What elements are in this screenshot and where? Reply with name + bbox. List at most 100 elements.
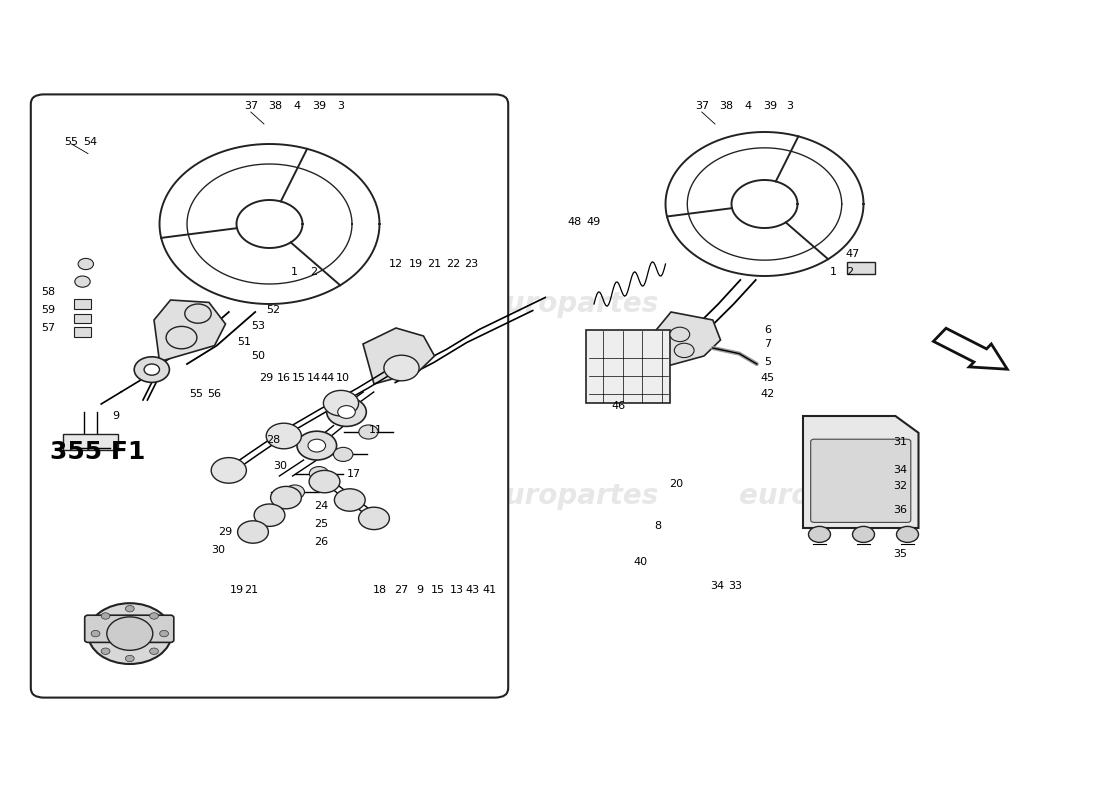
FancyBboxPatch shape <box>811 439 911 522</box>
Text: 29: 29 <box>219 527 232 537</box>
Polygon shape <box>803 416 918 528</box>
Text: 38: 38 <box>719 102 733 111</box>
Text: 23: 23 <box>464 259 477 269</box>
Text: 15: 15 <box>293 374 306 383</box>
Circle shape <box>211 458 246 483</box>
Circle shape <box>101 613 110 619</box>
Polygon shape <box>654 312 720 368</box>
Text: 34: 34 <box>711 581 724 590</box>
Text: 59: 59 <box>42 306 55 315</box>
Text: 48: 48 <box>568 218 581 227</box>
Circle shape <box>78 258 94 270</box>
Text: 17: 17 <box>348 469 361 478</box>
Text: 37: 37 <box>244 102 257 111</box>
Text: europartes: europartes <box>739 482 911 510</box>
Circle shape <box>359 425 378 439</box>
Circle shape <box>333 447 353 462</box>
Circle shape <box>323 390 359 416</box>
Text: 27: 27 <box>395 586 408 595</box>
Circle shape <box>88 603 172 664</box>
Circle shape <box>238 521 268 543</box>
Circle shape <box>896 526 918 542</box>
Circle shape <box>125 606 134 612</box>
Text: 46: 46 <box>612 402 625 411</box>
FancyBboxPatch shape <box>31 94 508 698</box>
Text: 25: 25 <box>315 519 328 529</box>
Circle shape <box>670 327 690 342</box>
Text: 53: 53 <box>252 322 265 331</box>
Text: 22: 22 <box>447 259 460 269</box>
Text: 4: 4 <box>294 102 300 111</box>
Text: 14: 14 <box>307 374 320 383</box>
Circle shape <box>271 486 301 509</box>
Text: 55: 55 <box>189 389 202 398</box>
Circle shape <box>285 485 305 499</box>
Circle shape <box>308 439 326 452</box>
Circle shape <box>297 431 337 460</box>
Circle shape <box>334 489 365 511</box>
Circle shape <box>160 630 168 637</box>
Text: 57: 57 <box>42 323 55 333</box>
Circle shape <box>808 526 830 542</box>
Text: 41: 41 <box>483 586 496 595</box>
Circle shape <box>327 398 366 426</box>
Text: 34: 34 <box>893 466 906 475</box>
Text: 51: 51 <box>238 338 251 347</box>
Polygon shape <box>63 434 118 450</box>
Text: 39: 39 <box>763 102 777 111</box>
Text: 8: 8 <box>654 522 661 531</box>
Text: 21: 21 <box>244 586 257 595</box>
Text: 28: 28 <box>266 435 279 445</box>
Text: 355 F1: 355 F1 <box>50 440 145 464</box>
Circle shape <box>254 504 285 526</box>
Text: 29: 29 <box>260 374 273 383</box>
Text: 55: 55 <box>65 138 78 147</box>
Circle shape <box>150 613 158 619</box>
Text: 19: 19 <box>230 586 243 595</box>
Text: 7: 7 <box>764 339 771 349</box>
Circle shape <box>75 276 90 287</box>
Polygon shape <box>934 328 1008 370</box>
Circle shape <box>338 406 355 418</box>
Text: europartes: europartes <box>156 482 328 510</box>
Text: 40: 40 <box>634 557 647 566</box>
Text: 18: 18 <box>373 586 386 595</box>
Text: 16: 16 <box>277 374 290 383</box>
Circle shape <box>852 526 874 542</box>
Text: 2: 2 <box>310 267 317 277</box>
Text: 19: 19 <box>409 259 422 269</box>
Text: 2: 2 <box>846 267 852 277</box>
Bar <box>74 299 91 309</box>
Text: 31: 31 <box>893 437 906 446</box>
Text: 58: 58 <box>42 287 55 297</box>
Text: 1: 1 <box>830 267 837 277</box>
Circle shape <box>144 364 159 375</box>
Text: 43: 43 <box>466 586 480 595</box>
Text: 1: 1 <box>292 267 298 277</box>
Text: europartes: europartes <box>486 482 658 510</box>
Text: 9: 9 <box>112 411 119 421</box>
Bar <box>74 327 91 337</box>
Text: 56: 56 <box>208 389 221 398</box>
Text: 9: 9 <box>417 586 424 595</box>
Text: 10: 10 <box>337 374 350 383</box>
Bar <box>847 262 874 274</box>
Text: 3: 3 <box>786 102 793 111</box>
Text: 35: 35 <box>893 549 906 558</box>
Text: 26: 26 <box>315 538 328 547</box>
Text: 6: 6 <box>764 325 771 334</box>
Text: 39: 39 <box>312 102 326 111</box>
Text: 3: 3 <box>338 102 344 111</box>
FancyBboxPatch shape <box>85 615 174 642</box>
Text: 44: 44 <box>321 374 334 383</box>
Text: 38: 38 <box>268 102 282 111</box>
Bar <box>74 314 91 323</box>
Text: 11: 11 <box>370 426 383 435</box>
Circle shape <box>91 630 100 637</box>
Text: europartes: europartes <box>486 290 658 318</box>
Circle shape <box>266 423 301 449</box>
Text: 42: 42 <box>761 389 774 398</box>
Text: 52: 52 <box>266 306 279 315</box>
Text: 36: 36 <box>893 506 906 515</box>
Circle shape <box>101 648 110 654</box>
